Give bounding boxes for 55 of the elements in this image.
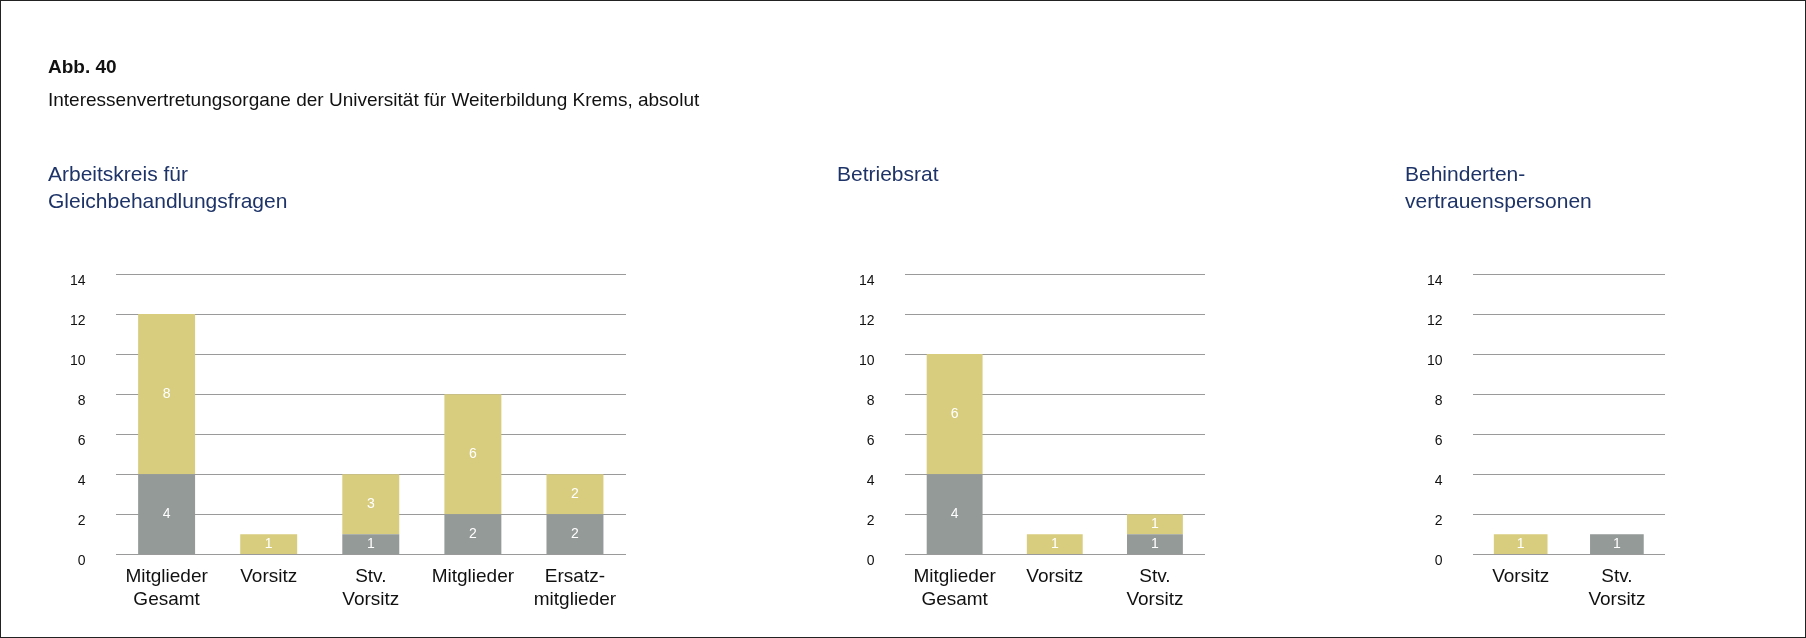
data-label: 1 (1151, 515, 1160, 532)
y-tick-label: 8 (1434, 392, 1443, 409)
y-tick-label: 10 (1426, 351, 1443, 368)
y-tick-label: 4 (77, 472, 86, 489)
data-label: 1 (366, 535, 375, 551)
y-tick-label: 2 (866, 512, 875, 529)
y-tick-label: 12 (69, 311, 86, 328)
data-label: 8 (162, 385, 171, 402)
y-tick-label: 2 (1434, 512, 1443, 529)
x-tick-label: Vorsitz (240, 565, 298, 587)
y-tick-label: 2 (77, 512, 86, 529)
y-tick-label: 6 (1434, 432, 1443, 449)
chart-title: Betriebsrat (837, 161, 939, 187)
y-tick-label: 8 (77, 392, 86, 409)
text: Interessenvertretungsorgane der Universität für Weiterbildung Krems, absolut (48, 89, 700, 111)
y-tick-label: 8 (866, 392, 875, 409)
data-label: 6 (950, 405, 959, 422)
y-tick-label: 0 (77, 552, 86, 569)
y-tick-label: 6 (866, 432, 875, 449)
x-tick-label: Vorsitz (1026, 565, 1084, 587)
y-tick-label: 12 (1426, 311, 1443, 328)
data-label: 4 (162, 504, 171, 521)
x-tick-label: Stv. Vorsitz (1588, 565, 1646, 609)
y-tick-label: 14 (1426, 271, 1443, 288)
x-tick-label: Mitglieder Gesamt (125, 565, 209, 609)
y-tick-label: 14 (69, 271, 86, 288)
x-tick-label: Vorsitz (1492, 565, 1550, 587)
data-label: 2 (571, 485, 580, 502)
data-label: 1 (1050, 535, 1059, 551)
chart-title: Arbeitskreis für Gleichbehandlungsfragen (48, 161, 288, 214)
chart-title: Behinderten- vertrauenspersonen (1405, 161, 1592, 214)
data-label: 2 (468, 524, 477, 541)
data-label: 1 (1516, 535, 1525, 551)
x-tick-label: Mitglieder (431, 565, 515, 587)
data-label: 1 (1151, 535, 1160, 551)
x-tick-label: Stv. Vorsitz (342, 565, 400, 609)
y-tick-label: 10 (858, 351, 875, 368)
caption: Abb. 40 (48, 56, 117, 78)
y-tick-label: 6 (77, 432, 86, 449)
y-tick-label: 4 (1434, 472, 1443, 489)
data-label: 6 (468, 445, 477, 462)
data-label: 2 (571, 524, 580, 541)
data-label: 1 (264, 535, 273, 551)
x-tick-label: Stv. Vorsitz (1126, 565, 1184, 609)
data-label: 1 (1612, 535, 1621, 551)
data-label: 4 (950, 504, 959, 521)
y-tick-label: 4 (866, 472, 875, 489)
x-tick-label: Mitglieder Gesamt (913, 565, 997, 609)
y-tick-label: 10 (69, 351, 86, 368)
data-label: 3 (366, 495, 375, 512)
x-tick-label: Ersatz- mitglieder (533, 565, 617, 609)
y-tick-label: 14 (858, 271, 875, 288)
y-tick-label: 12 (858, 311, 875, 328)
y-tick-label: 0 (866, 552, 875, 569)
y-tick-label: 0 (1434, 552, 1443, 569)
